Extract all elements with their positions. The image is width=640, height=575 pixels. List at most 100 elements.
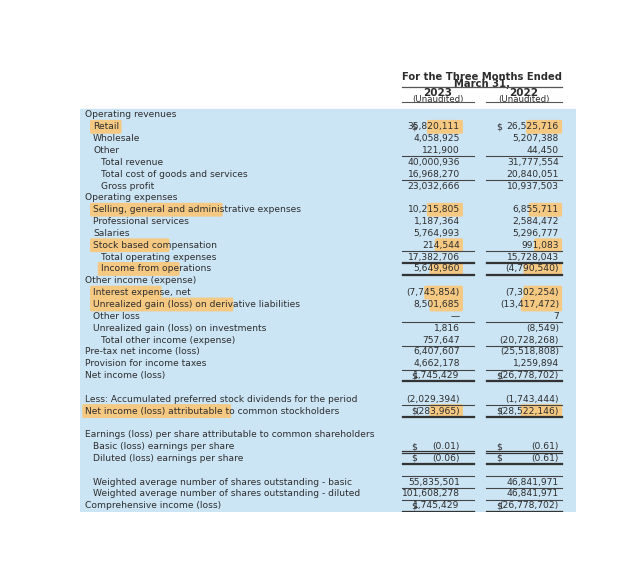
Text: Earnings (loss) per share attributable to common shareholders: Earnings (loss) per share attributable t…	[85, 430, 375, 439]
Bar	[80, 393, 576, 405]
Text: Total revenue: Total revenue	[101, 158, 163, 167]
Text: —: —	[451, 312, 460, 321]
Bar	[80, 121, 576, 133]
Text: 5,296,777: 5,296,777	[513, 229, 559, 238]
Text: Operating revenues: Operating revenues	[85, 110, 177, 120]
Bar	[80, 228, 576, 239]
Text: Selling, general and administrative expenses: Selling, general and administrative expe…	[93, 205, 301, 214]
Bar	[80, 334, 576, 346]
Text: 23,032,666: 23,032,666	[407, 182, 460, 190]
Text: 2,584,472: 2,584,472	[513, 217, 559, 226]
Text: 991,083: 991,083	[522, 241, 559, 250]
Text: (20,728,268): (20,728,268)	[500, 335, 559, 344]
Text: $: $	[412, 442, 417, 451]
FancyBboxPatch shape	[91, 298, 232, 310]
Text: Weighted average number of shares outstanding - basic: Weighted average number of shares outsta…	[93, 478, 352, 486]
Text: $: $	[496, 407, 502, 416]
FancyBboxPatch shape	[535, 239, 561, 251]
FancyBboxPatch shape	[428, 204, 462, 216]
Bar	[80, 500, 576, 512]
Text: Comprehensive income (loss): Comprehensive income (loss)	[85, 501, 221, 511]
Text: (28,522,146): (28,522,146)	[500, 407, 559, 416]
Text: Net income (loss) attributable to common stockholders: Net income (loss) attributable to common…	[85, 407, 340, 416]
Text: (0.06): (0.06)	[432, 454, 460, 463]
Text: $: $	[496, 371, 502, 380]
FancyBboxPatch shape	[529, 204, 561, 216]
Text: $: $	[496, 122, 502, 131]
Text: (8,549): (8,549)	[526, 324, 559, 333]
Text: 1,816: 1,816	[434, 324, 460, 333]
Text: 1,745,429: 1,745,429	[413, 371, 460, 380]
Text: 26,525,716: 26,525,716	[507, 122, 559, 131]
Text: (13,417,472): (13,417,472)	[500, 300, 559, 309]
Bar	[80, 156, 576, 168]
Text: 757,647: 757,647	[422, 335, 460, 344]
Text: 7: 7	[553, 312, 559, 321]
Text: March 31,: March 31,	[454, 79, 510, 89]
Text: $: $	[412, 122, 417, 131]
Bar	[80, 417, 576, 429]
Text: 1,187,364: 1,187,364	[413, 217, 460, 226]
Text: 31,777,554: 31,777,554	[507, 158, 559, 167]
FancyBboxPatch shape	[91, 121, 121, 133]
Text: 35,820,111: 35,820,111	[408, 122, 460, 131]
Text: (1,743,444): (1,743,444)	[506, 394, 559, 404]
Text: (7,745,854): (7,745,854)	[406, 288, 460, 297]
Bar	[80, 476, 576, 488]
Text: $: $	[496, 454, 502, 463]
Text: Other: Other	[93, 146, 119, 155]
Text: (0.01): (0.01)	[433, 442, 460, 451]
Bar	[80, 322, 576, 334]
Text: (283,965): (283,965)	[415, 407, 460, 416]
Bar	[80, 275, 576, 287]
Text: Pre-tax net income (loss): Pre-tax net income (loss)	[85, 347, 200, 356]
Text: 40,000,936: 40,000,936	[407, 158, 460, 167]
Bar	[80, 440, 576, 453]
Text: (25,518,808): (25,518,808)	[500, 347, 559, 356]
Bar	[80, 109, 576, 121]
Text: Net income (loss): Net income (loss)	[85, 371, 166, 380]
FancyBboxPatch shape	[436, 239, 462, 251]
Bar	[80, 370, 576, 381]
Text: Provision for income taxes: Provision for income taxes	[85, 359, 207, 368]
Text: 16,968,270: 16,968,270	[408, 170, 460, 179]
Bar	[80, 180, 576, 192]
Text: Operating expenses: Operating expenses	[85, 193, 178, 202]
Text: Income from operations: Income from operations	[101, 264, 211, 274]
Bar	[80, 488, 576, 500]
Text: Total operating expenses: Total operating expenses	[101, 252, 216, 262]
Bar	[80, 298, 576, 310]
FancyBboxPatch shape	[524, 263, 561, 275]
Bar	[80, 168, 576, 180]
Text: 6,407,607: 6,407,607	[413, 347, 460, 356]
Text: Total other income (expense): Total other income (expense)	[101, 335, 235, 344]
Bar	[80, 133, 576, 144]
Bar	[80, 429, 576, 440]
Text: 46,841,971: 46,841,971	[507, 489, 559, 499]
Text: 1,745,429: 1,745,429	[413, 501, 460, 511]
Bar	[80, 263, 576, 275]
Text: 4,058,925: 4,058,925	[413, 134, 460, 143]
Text: 55,835,501: 55,835,501	[408, 478, 460, 486]
FancyBboxPatch shape	[91, 204, 222, 216]
Text: 15,728,043: 15,728,043	[507, 252, 559, 262]
FancyBboxPatch shape	[428, 121, 462, 133]
FancyBboxPatch shape	[522, 405, 561, 417]
Text: Unrealized gain (loss) on investments: Unrealized gain (loss) on investments	[93, 324, 266, 333]
Bar	[80, 465, 576, 476]
Bar	[80, 405, 576, 417]
Bar	[80, 144, 576, 156]
FancyBboxPatch shape	[522, 298, 561, 310]
Text: (Unaudited): (Unaudited)	[412, 95, 463, 104]
Text: Salaries: Salaries	[93, 229, 130, 238]
Text: 10,937,503: 10,937,503	[507, 182, 559, 190]
Text: 2023: 2023	[423, 88, 452, 98]
FancyBboxPatch shape	[425, 286, 462, 299]
Text: 46,841,971: 46,841,971	[507, 478, 559, 486]
Text: $: $	[412, 454, 417, 463]
Bar	[80, 204, 576, 216]
Text: 6,855,711: 6,855,711	[513, 205, 559, 214]
Bar	[80, 69, 576, 109]
Bar	[80, 310, 576, 322]
FancyBboxPatch shape	[524, 286, 561, 299]
